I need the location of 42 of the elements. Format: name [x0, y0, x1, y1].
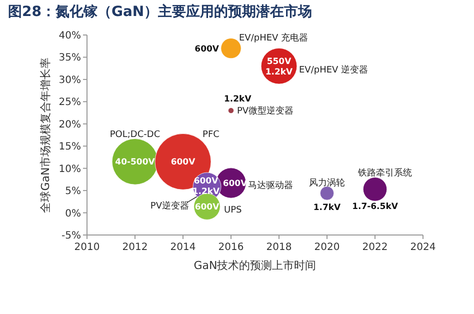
y-tick-label: -5% [62, 230, 81, 242]
y-tick-label: 30% [58, 74, 81, 86]
x-axis-title: GaN技术的预测上市时间 [194, 259, 316, 272]
y-tick-label: 5% [65, 186, 81, 198]
series-label: PV逆变器 [150, 200, 189, 212]
series-label: PFC [202, 130, 220, 140]
series-label: 马达驱动器 [248, 180, 293, 192]
y-tick-label: 0% [65, 208, 81, 220]
annotation: 1.7-6.5kV [352, 202, 398, 212]
y-tick-label: 25% [58, 97, 81, 108]
chart-title: 图28：氮化镓（GaN）主要应用的预期潜在市场 [8, 3, 312, 20]
y-tick-label: 40% [58, 30, 81, 42]
x-tick-label: 2016 [218, 242, 244, 253]
x-tick-label: 2012 [122, 242, 148, 253]
series-label: UPS [224, 206, 242, 216]
annotation: 1.2kV [265, 67, 294, 78]
x-tick-label: 2010 [74, 242, 100, 253]
series-label: POL;DC-DC [110, 130, 160, 140]
annotation: 600V [194, 44, 220, 54]
annotation: 40-500V [115, 158, 156, 168]
annotation: 1.7kV [313, 203, 342, 214]
annotation: 600V [194, 202, 220, 213]
annotation: 600V [222, 178, 248, 189]
x-tick-label: 2022 [362, 242, 388, 253]
annotation: 1.2kV [224, 94, 252, 105]
annotation: 600V [170, 158, 196, 168]
y-tick-label: 15% [58, 142, 81, 153]
series-label: EV/pHEV 逆变器 [299, 64, 368, 76]
x-tick-label: 2014 [170, 242, 196, 253]
series-label: EV/pHEV 充电器 [239, 32, 308, 44]
annotation: 600V [194, 176, 219, 186]
series-label: 风力涡轮 [309, 177, 345, 188]
x-tick-label: 2018 [266, 242, 292, 253]
x-tick-label: 2020 [314, 242, 340, 253]
series-label: 铁路牵引系统 [357, 167, 412, 178]
y-tick-label: 10% [58, 164, 81, 175]
y-tick-label: 20% [58, 119, 81, 130]
series-label: PV微型逆变器 [237, 106, 294, 117]
x-tick-label: 2024 [410, 242, 436, 253]
annotation: 550V [266, 56, 292, 67]
y-axis-title: 全球GaN市场规模复合年增长率 [39, 57, 52, 213]
y-tick-label: 35% [58, 52, 81, 64]
